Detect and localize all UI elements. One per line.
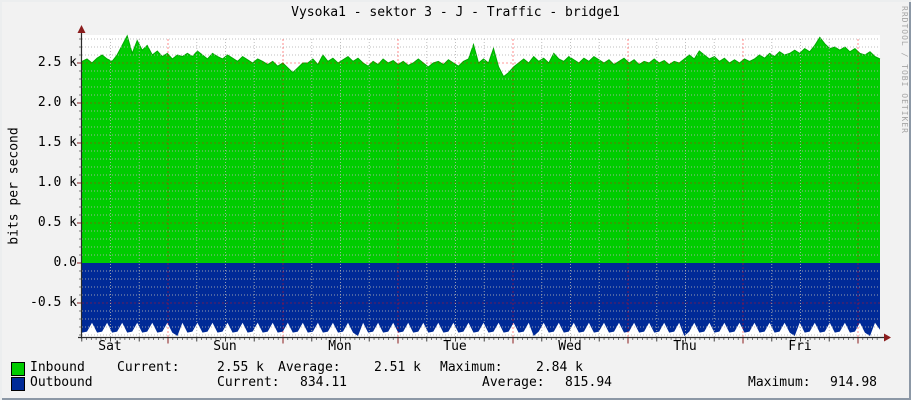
x-tick-label-tue: Tue — [443, 339, 467, 354]
legend-series-name: Outbound — [30, 375, 93, 390]
stat-value: 834.11 — [300, 375, 347, 390]
stat-value: 914.98 — [830, 375, 877, 390]
y-tick-label: 1.0 k — [37, 175, 77, 190]
stat-value: 2.84 k — [536, 360, 583, 375]
stat-label: Maximum: — [748, 375, 811, 390]
stat-label: Average: — [482, 375, 545, 390]
stat-value: 815.94 — [565, 375, 612, 390]
x-tick-label-thu: Thu — [673, 339, 697, 354]
x-tick-label-fri: Fri — [788, 339, 812, 354]
y-tick-label: 2.5 k — [37, 55, 77, 70]
rrdtool-watermark: RRDTOOL / TOBI OETIKER — [900, 6, 909, 134]
y-tick-label: 2.0 k — [37, 95, 77, 110]
x-tick-label-sun: Sun — [213, 339, 237, 354]
legend-row-outbound: Outbound Current: 834.11 Average: 815.94… — [0, 375, 911, 391]
page-title: Vysoka1 - sektor 3 - J - Traffic - bridg… — [291, 5, 620, 20]
x-tick-label-mon: Mon — [328, 339, 352, 354]
legend-row-inbound: Inbound Current: 2.55 k Average: 2.51 k … — [0, 360, 911, 376]
y-tick-label: 0.5 k — [37, 215, 77, 230]
x-tick-label-sat: Sat — [98, 339, 122, 354]
x-tick-label-wed: Wed — [558, 339, 582, 354]
outbound-swatch — [11, 377, 25, 391]
stat-value: 2.51 k — [374, 360, 421, 375]
stat-label: Current: — [117, 360, 180, 375]
y-tick-label: 1.5 k — [37, 135, 77, 150]
inbound-swatch — [11, 362, 25, 376]
y-tick-label: 0.0 — [53, 255, 77, 270]
stat-label: Maximum: — [440, 360, 503, 375]
stat-label: Current: — [217, 375, 280, 390]
stat-value: 2.55 k — [217, 360, 264, 375]
stat-label: Average: — [278, 360, 341, 375]
y-tick-label: -0.5 k — [30, 295, 77, 310]
legend-series-name: Inbound — [30, 360, 85, 375]
